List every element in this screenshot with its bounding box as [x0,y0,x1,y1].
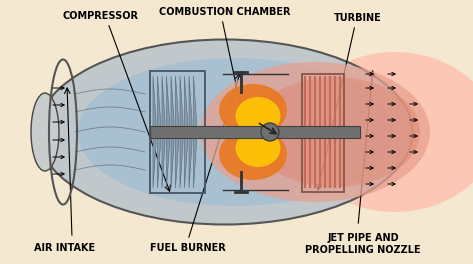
Polygon shape [189,76,192,188]
Text: COMBUSTION CHAMBER: COMBUSTION CHAMBER [159,7,291,17]
Polygon shape [180,76,183,188]
Polygon shape [158,76,160,188]
Ellipse shape [200,62,430,202]
Polygon shape [175,76,178,188]
Ellipse shape [37,40,412,224]
Text: FUEL BURNER: FUEL BURNER [150,243,226,253]
Ellipse shape [250,77,420,187]
Polygon shape [166,76,169,188]
Ellipse shape [78,58,393,206]
Ellipse shape [261,123,279,141]
Ellipse shape [31,93,59,171]
Ellipse shape [219,84,287,136]
Ellipse shape [219,128,287,180]
Bar [150,126,360,138]
Polygon shape [162,76,165,188]
Polygon shape [171,76,174,188]
Polygon shape [153,76,156,188]
Text: JET PIPE AND
PROPELLING NOZZLE: JET PIPE AND PROPELLING NOZZLE [305,233,421,255]
Ellipse shape [236,97,280,135]
Text: COMPRESSOR: COMPRESSOR [62,11,138,21]
Text: AIR INTAKE: AIR INTAKE [35,243,96,253]
Ellipse shape [295,52,473,212]
Ellipse shape [236,129,280,167]
Text: TURBINE: TURBINE [334,13,382,23]
Bar [150,71,205,193]
Bar [302,74,344,192]
Polygon shape [193,76,196,188]
Polygon shape [184,76,187,188]
